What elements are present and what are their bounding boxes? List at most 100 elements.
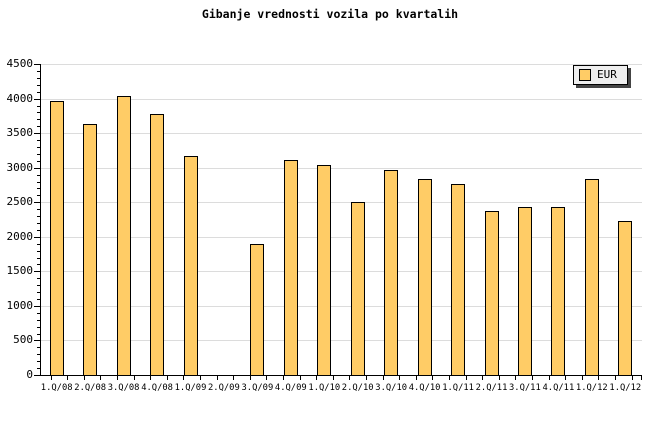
x-axis-label: 1.Q/11 [442,383,474,393]
x-tick [415,376,417,380]
x-tick [515,376,517,380]
y-minor-tick [37,257,40,259]
x-tick [465,376,467,380]
y-major-tick [34,167,40,169]
x-axis-label: 4.Q/09 [274,383,307,393]
x-tick [316,376,318,380]
chart-title: Gibanje vrednosti vozila po kvartalih [201,7,459,21]
x-tick [614,376,616,380]
y-minor-tick [37,292,40,294]
bar-1.Q/08 [49,101,64,376]
bar-2.Q/10 [350,202,365,376]
x-tick [67,376,69,380]
x-axis-label: 1.Q/08 [40,383,73,393]
x-tick [349,376,351,380]
y-minor-tick [37,223,40,224]
y-axis-label: 2000 [6,229,34,243]
y-minor-tick [37,119,40,121]
x-axis-label: 3.Q/10 [375,383,408,393]
x-tick [299,376,301,380]
y-minor-tick [37,216,40,217]
y-minor-tick [37,105,40,107]
x-axis-label: 3.Q/09 [241,383,274,393]
x-axis-label: 2.Q/10 [341,383,374,393]
gridline [41,133,642,135]
x-tick [116,376,118,380]
y-axis-label: 4000 [6,91,34,105]
x-tick [83,376,85,380]
y-minor-tick [37,368,40,370]
bar-1.Q/11 [451,184,466,376]
x-tick [266,376,268,380]
gridline [41,64,642,65]
y-axis-label: 1500 [6,264,34,278]
x-tick [100,376,102,380]
y-minor-tick [37,229,40,231]
bar-2.Q/11 [484,211,499,376]
y-minor-tick [37,209,40,211]
x-axis-label: 2.Q/11 [475,383,508,393]
y-minor-tick [37,174,40,176]
legend: EUR [573,65,628,85]
x-tick [399,376,401,380]
x-tick [133,376,135,380]
y-minor-tick [37,361,40,363]
x-tick [482,376,484,380]
y-major-tick [34,133,40,135]
y-major-tick [34,236,40,238]
y-minor-tick [37,354,40,356]
x-axis-label: 2.Q/09 [208,383,240,393]
gridline [41,271,642,273]
y-major-tick [34,64,40,65]
x-tick [365,376,367,380]
gridline [41,202,642,204]
y-minor-tick [37,285,40,287]
x-axis-label: 1.Q/09 [174,383,207,393]
y-minor-tick [37,278,40,280]
x-tick [565,376,567,380]
gridline [41,98,642,100]
x-axis-label: 1.Q/12 [609,383,642,393]
bar-4.Q/09 [283,160,298,376]
y-minor-tick [37,264,40,266]
x-axis-label: 4.Q/10 [408,383,441,393]
bar-3.Q/10 [384,170,399,376]
x-tick [448,376,450,380]
y-minor-tick [37,77,40,79]
x-tick [432,376,434,380]
bar-3.Q/09 [250,243,265,376]
gridline [41,236,642,238]
y-axis-line [40,64,41,376]
x-tick [150,376,152,380]
y-axis-label: 3000 [6,160,34,174]
bar-3.Q/08 [116,95,131,376]
y-minor-tick [37,312,40,314]
y-minor-tick [37,146,40,148]
bar-4.Q/08 [150,113,165,376]
bar-1.Q/12 [584,179,599,376]
bar-2.Q/08 [83,124,98,376]
x-axis-label: 1.Q/12 [575,383,608,393]
legend-label: EUR [597,68,617,81]
y-minor-tick [37,188,40,190]
x-tick [548,376,550,380]
x-tick [498,376,500,380]
x-tick [598,376,600,380]
y-minor-tick [37,243,40,245]
y-axis-label: 4500 [6,57,34,70]
x-tick [631,376,633,380]
x-tick [199,376,201,380]
y-minor-tick [37,181,40,183]
x-axis-label: 3.Q/08 [107,383,140,393]
x-axis-label: 4.Q/08 [141,383,173,393]
x-tick [216,376,218,380]
y-major-tick [34,305,40,307]
bar-1.Q/10 [317,164,332,376]
y-minor-tick [37,84,40,86]
x-axis-label: 3.Q/11 [509,383,541,393]
y-minor-tick [37,319,40,321]
x-axis-label: 2.Q/08 [74,383,107,393]
x-tick [166,376,168,380]
y-axis-label: 0 [26,368,33,381]
